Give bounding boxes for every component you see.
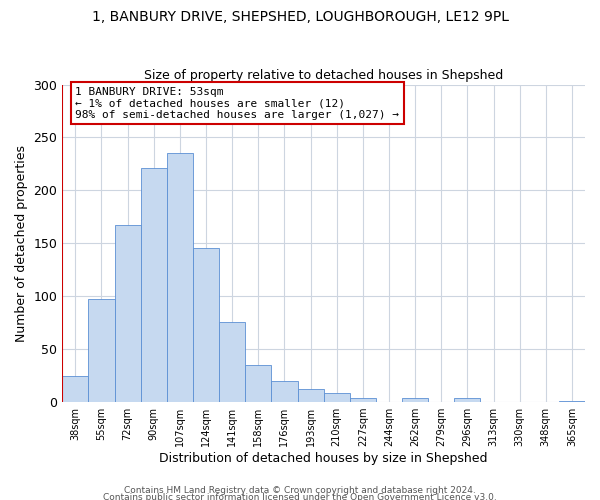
Bar — [115, 226, 140, 402]
Bar — [271, 381, 298, 402]
Text: Contains public sector information licensed under the Open Government Licence v3: Contains public sector information licen… — [103, 494, 497, 500]
Bar — [219, 322, 245, 402]
Bar — [350, 398, 376, 402]
Text: Contains HM Land Registry data © Crown copyright and database right 2024.: Contains HM Land Registry data © Crown c… — [124, 486, 476, 495]
Bar — [323, 392, 350, 402]
Bar — [140, 168, 167, 402]
Y-axis label: Number of detached properties: Number of detached properties — [15, 145, 28, 342]
X-axis label: Distribution of detached houses by size in Shepshed: Distribution of detached houses by size … — [160, 452, 488, 465]
Bar — [298, 390, 323, 402]
Text: 1, BANBURY DRIVE, SHEPSHED, LOUGHBOROUGH, LE12 9PL: 1, BANBURY DRIVE, SHEPSHED, LOUGHBOROUGH… — [91, 10, 509, 24]
Bar — [402, 398, 428, 402]
Bar — [454, 398, 481, 402]
Bar — [193, 248, 219, 402]
Bar — [559, 401, 585, 402]
Bar — [62, 376, 88, 402]
Bar — [88, 300, 115, 402]
Bar — [245, 365, 271, 402]
Title: Size of property relative to detached houses in Shepshed: Size of property relative to detached ho… — [144, 69, 503, 82]
Bar — [167, 154, 193, 402]
Text: 1 BANBURY DRIVE: 53sqm
← 1% of detached houses are smaller (12)
98% of semi-deta: 1 BANBURY DRIVE: 53sqm ← 1% of detached … — [76, 86, 400, 120]
